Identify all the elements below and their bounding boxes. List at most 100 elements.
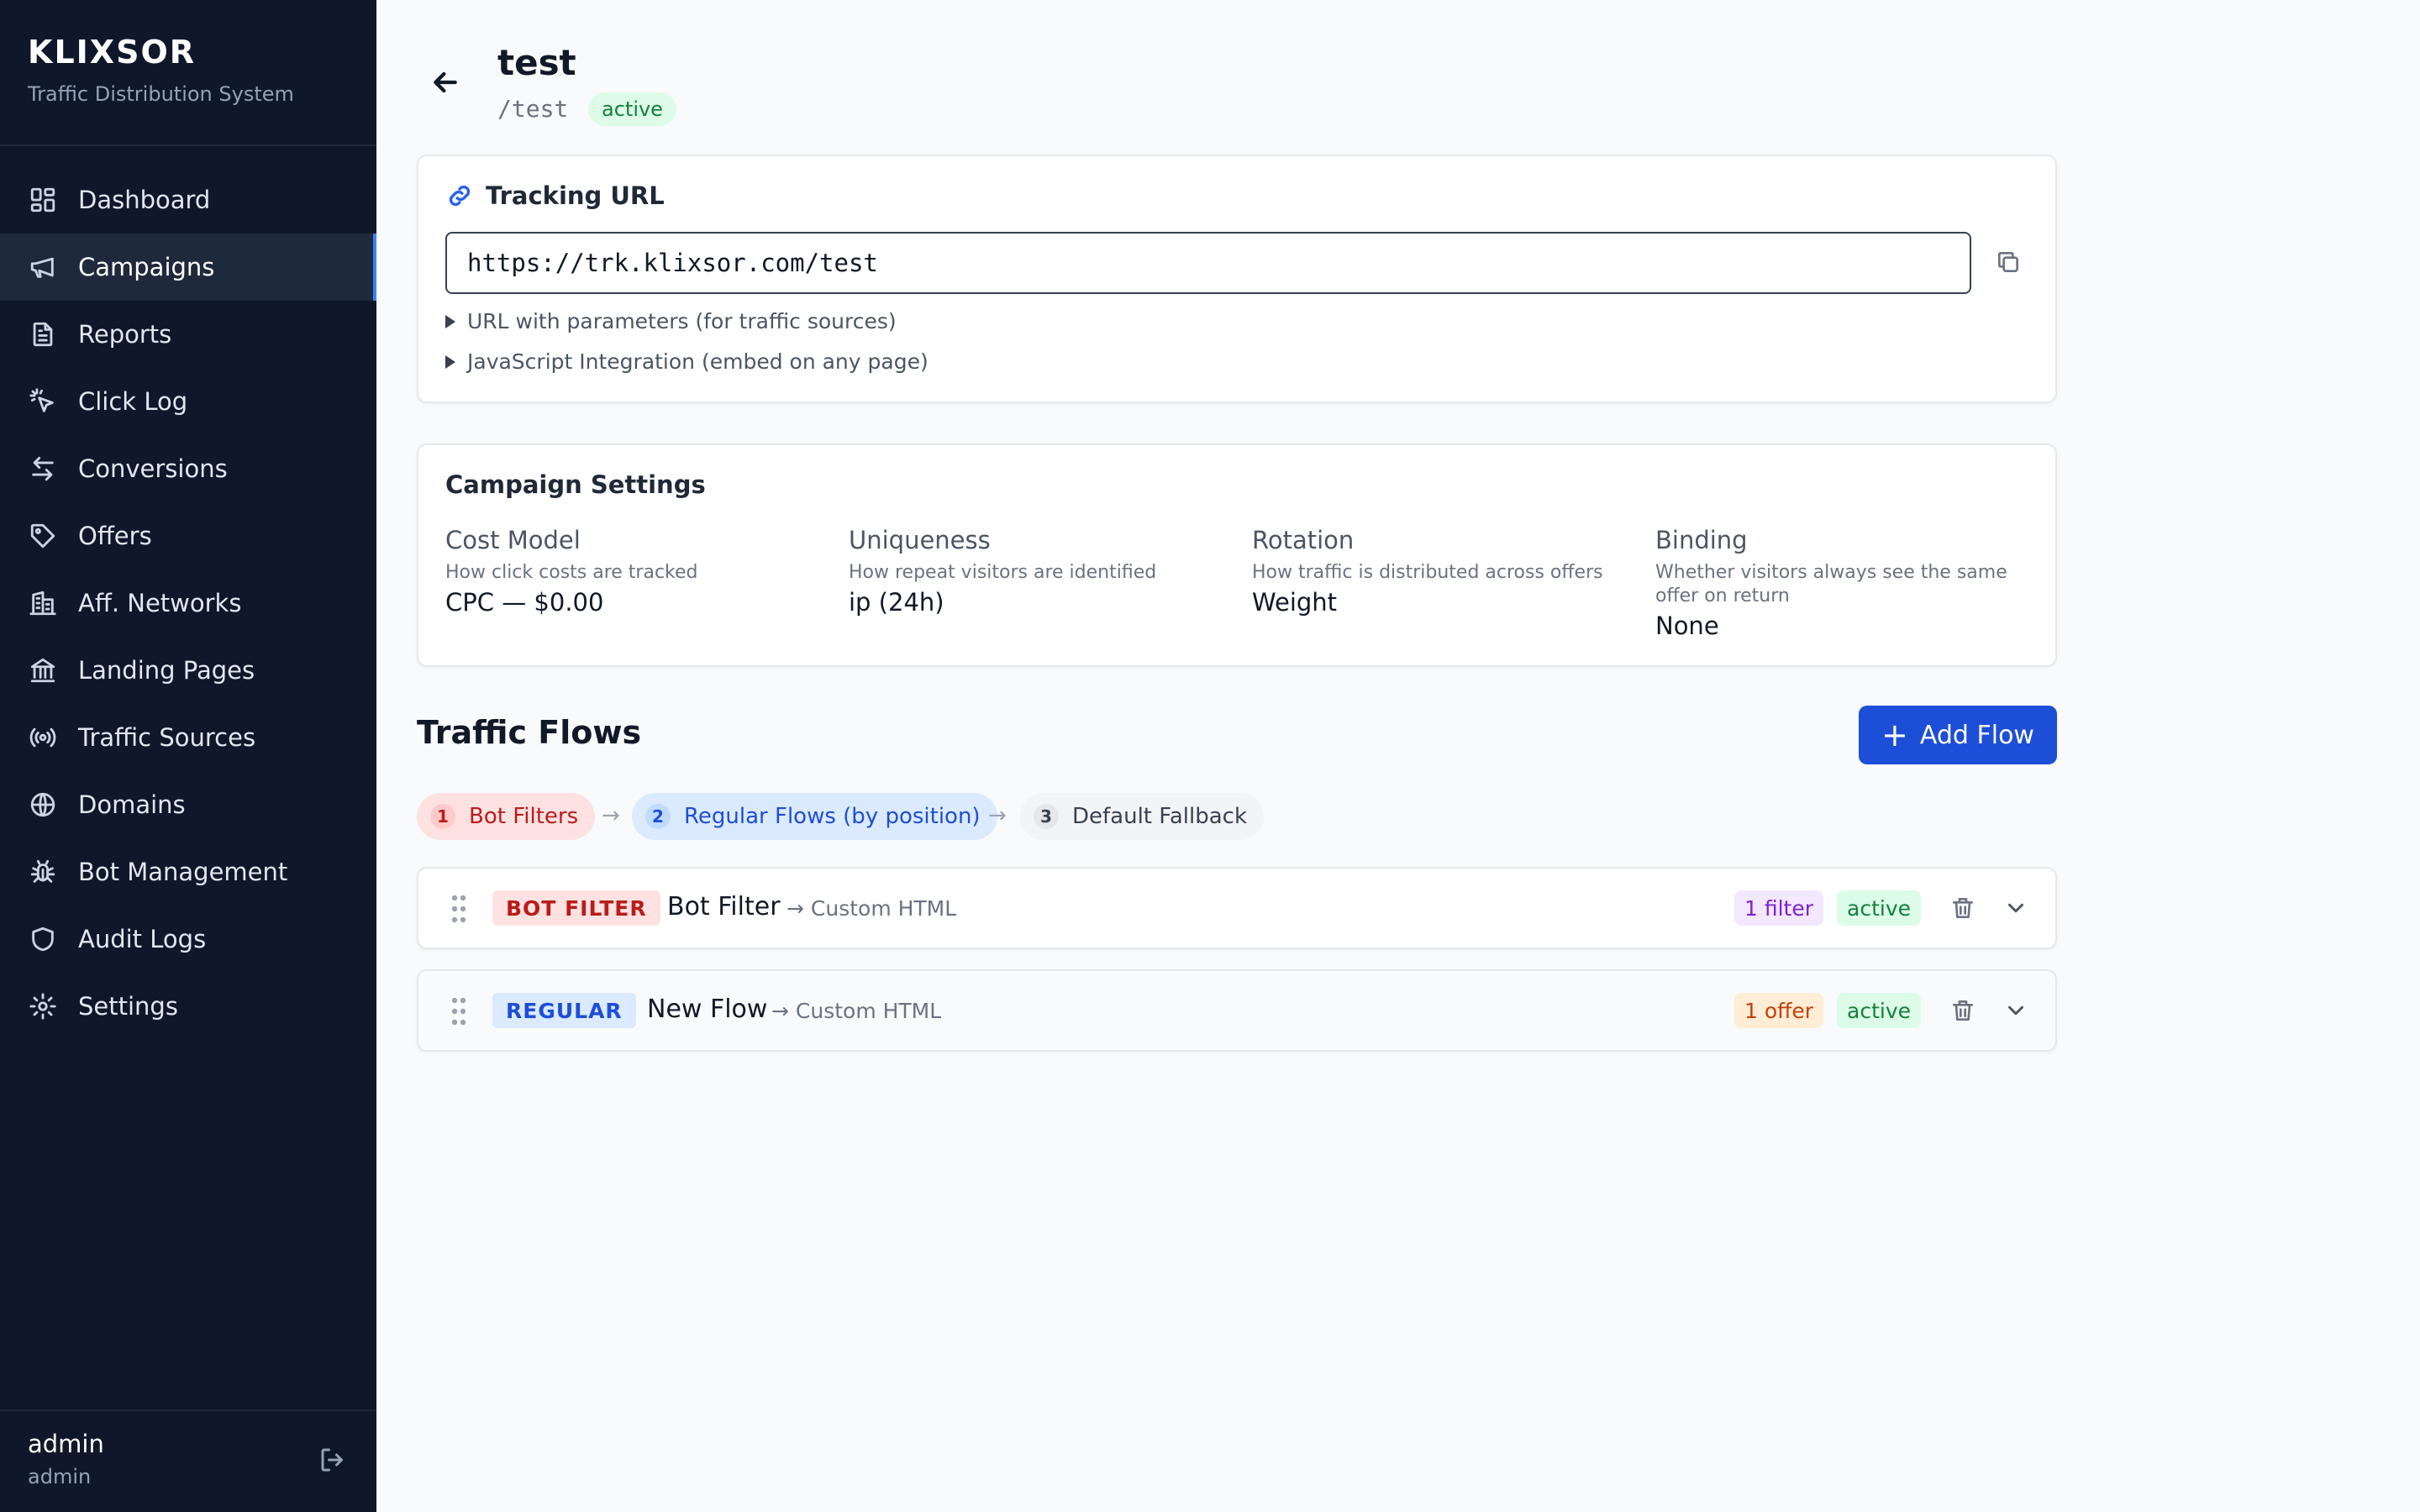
sidebar-item-label: Settings (78, 992, 178, 1021)
logout-icon (318, 1448, 348, 1478)
bug-icon (28, 857, 58, 887)
sidebar-item-label: Traffic Sources (78, 723, 256, 752)
setting-uniqueness: Uniqueness How repeat visitors are ident… (849, 526, 1210, 617)
user-name: admin (28, 1430, 104, 1458)
campaign-settings-card: Campaign Settings Cost Model How click c… (417, 444, 2057, 667)
setting-value: ip (24h) (849, 588, 944, 617)
js-integration-label: JavaScript Integration (embed on any pag… (467, 349, 929, 374)
step-default-fallback: 3 Default Fallback (1020, 793, 1264, 840)
setting-description: How click costs are tracked (445, 562, 698, 583)
sidebar-footer-divider (0, 1410, 376, 1411)
document-icon (28, 319, 58, 349)
chevron-down-icon[interactable] (2003, 895, 2030, 922)
flow-type-badge: REGULAR (492, 993, 636, 1028)
sidebar-item-aff-networks[interactable]: Aff. Networks (0, 570, 376, 637)
disclosure-triangle-icon (445, 354, 455, 369)
offer-count-badge: 1 offer (1734, 993, 1824, 1028)
broadcast-icon (28, 722, 58, 753)
dashboard-icon (28, 185, 58, 215)
sidebar-item-label: Bot Management (78, 858, 288, 886)
delete-flow-button[interactable] (1949, 894, 1978, 924)
brand-subtitle: Traffic Distribution System (28, 82, 294, 106)
setting-description: How traffic is distributed across offers (1252, 562, 1603, 583)
shield-icon (28, 924, 58, 954)
step-arrow: → (602, 803, 620, 828)
link-icon (445, 181, 486, 210)
setting-value: None (1655, 612, 1719, 640)
drag-handle-icon[interactable] (450, 894, 467, 924)
status-badge: active (1837, 993, 1921, 1028)
sidebar-item-click-log[interactable]: Click Log (0, 368, 376, 435)
sidebar-divider (0, 144, 376, 146)
flow-target: → Custom HTML (786, 896, 957, 921)
brand: KLIXSOR Traffic Distribution System (28, 34, 294, 106)
sidebar-item-campaigns[interactable]: Campaigns (0, 234, 376, 301)
sidebar-item-label: Domains (78, 790, 186, 819)
sidebar-item-label: Dashboard (78, 186, 211, 214)
status-badge: active (1837, 890, 1921, 926)
cursor-click-icon (28, 386, 58, 417)
url-params-toggle[interactable]: URL with parameters (for traffic sources… (445, 309, 897, 333)
sidebar-item-reports[interactable]: Reports (0, 301, 376, 368)
sidebar-item-bot-management[interactable]: Bot Management (0, 838, 376, 906)
drag-handle-icon[interactable] (450, 996, 467, 1026)
campaign-settings-heading: Campaign Settings (445, 470, 706, 499)
flow-row[interactable]: BOT FILTER Bot Filter → Custom HTML 1 fi… (417, 867, 2057, 949)
sidebar-item-dashboard[interactable]: Dashboard (0, 166, 376, 234)
setting-value: Weight (1252, 588, 1338, 617)
step-number: 3 (1034, 804, 1059, 829)
megaphone-icon (28, 252, 58, 282)
logout-button[interactable] (318, 1445, 351, 1478)
sidebar-item-traffic-sources[interactable]: Traffic Sources (0, 704, 376, 771)
sidebar-item-audit-logs[interactable]: Audit Logs (0, 906, 376, 973)
sidebar-nav: Dashboard Campaigns Reports Click Log Co… (0, 166, 376, 1040)
arrows-exchange-icon (28, 454, 58, 484)
flow-name: New Flow (647, 995, 768, 1024)
url-params-label: URL with parameters (for traffic sources… (467, 309, 897, 333)
tracking-url-field[interactable]: https://trk.klixsor.com/test (445, 232, 1971, 294)
delete-flow-button[interactable] (1949, 996, 1978, 1026)
plus-icon: + (1881, 717, 1908, 753)
sidebar-item-domains[interactable]: Domains (0, 771, 376, 838)
sidebar-item-offers[interactable]: Offers (0, 502, 376, 570)
add-flow-button[interactable]: + Add Flow (1859, 706, 2057, 764)
sidebar-item-conversions[interactable]: Conversions (0, 435, 376, 502)
user-role: admin (28, 1465, 92, 1488)
setting-binding: Binding Whether visitors always see the … (1655, 526, 2025, 640)
step-number: 2 (645, 804, 671, 829)
arrow-left-icon (429, 71, 462, 102)
disclosure-triangle-icon (445, 314, 455, 328)
step-label: Bot Filters (469, 804, 579, 829)
setting-description: Whether visitors always see the same off… (1655, 562, 2007, 606)
chevron-down-icon[interactable] (2003, 998, 2030, 1025)
filter-count-badge: 1 filter (1734, 890, 1824, 926)
status-badge: active (588, 92, 676, 126)
flow-row[interactable]: REGULAR New Flow → Custom HTML 1 offer a… (417, 969, 2057, 1052)
copy-url-button[interactable] (1995, 249, 2025, 279)
setting-label: Rotation (1252, 526, 1355, 554)
step-label: Default Fallback (1072, 804, 1247, 829)
setting-label: Uniqueness (849, 526, 991, 554)
sidebar-item-label: Aff. Networks (78, 589, 242, 617)
traffic-flows-heading: Traffic Flows (417, 714, 642, 751)
sidebar: KLIXSOR Traffic Distribution System Dash… (0, 0, 376, 1512)
sidebar-item-landing-pages[interactable]: Landing Pages (0, 637, 376, 704)
sidebar-item-label: Landing Pages (78, 656, 255, 685)
setting-label: Cost Model (445, 526, 581, 554)
bank-icon (28, 655, 58, 685)
campaign-path: /test (497, 95, 569, 123)
copy-icon (1995, 252, 2022, 279)
sidebar-item-label: Campaigns (78, 253, 215, 281)
tracking-url-card: Tracking URL https://trk.klixsor.com/tes… (417, 155, 2057, 403)
js-integration-toggle[interactable]: JavaScript Integration (embed on any pag… (445, 349, 929, 374)
tag-icon (28, 521, 58, 551)
gear-icon (28, 991, 58, 1021)
tracking-url-heading: Tracking URL (445, 181, 665, 210)
add-flow-label: Add Flow (1919, 720, 2034, 750)
setting-label: Binding (1655, 526, 1748, 554)
sidebar-item-settings[interactable]: Settings (0, 973, 376, 1040)
sidebar-item-label: Offers (78, 522, 152, 550)
flow-target: → Custom HTML (771, 999, 942, 1023)
step-label: Regular Flows (by position) (684, 804, 981, 829)
back-button[interactable] (429, 66, 466, 102)
